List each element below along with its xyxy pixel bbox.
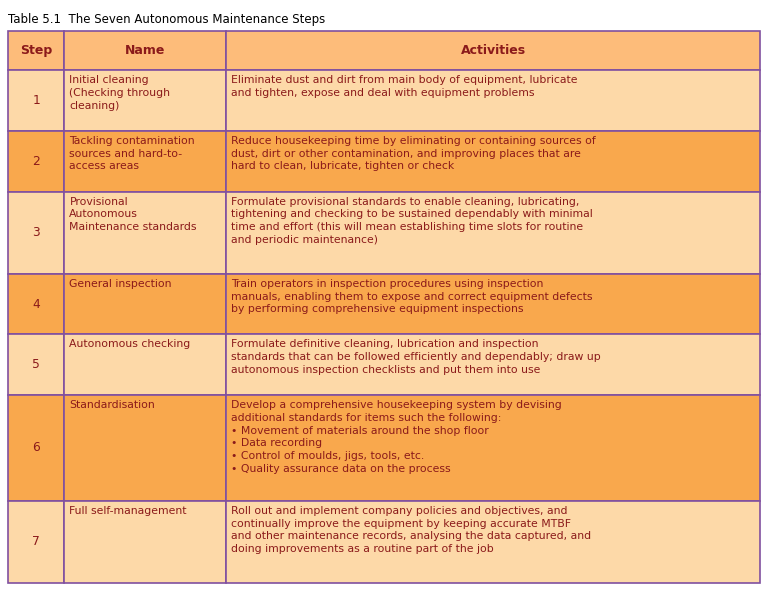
Bar [65, 191, 226, 274]
Bar [8, 31, 65, 70]
Bar [226, 191, 760, 274]
Bar [65, 274, 226, 335]
Text: Formulate provisional standards to enable cleaning, lubricating,
tightening and : Formulate provisional standards to enabl… [231, 197, 593, 245]
Text: Roll out and implement company policies and objectives, and
continually improve : Roll out and implement company policies … [231, 506, 591, 554]
Text: 7: 7 [32, 535, 40, 548]
Bar [65, 335, 226, 395]
Text: Activities: Activities [461, 44, 525, 57]
Bar [226, 395, 760, 501]
Bar [226, 70, 760, 131]
Text: 2: 2 [32, 155, 40, 168]
Text: 6: 6 [32, 441, 40, 454]
Text: 3: 3 [32, 226, 40, 239]
Text: Provisional
Autonomous
Maintenance standards: Provisional Autonomous Maintenance stand… [69, 197, 197, 232]
Text: Formulate definitive cleaning, lubrication and inspection
standards that can be : Formulate definitive cleaning, lubricati… [231, 339, 601, 375]
Text: Step: Step [20, 44, 52, 57]
Bar [65, 395, 226, 501]
Text: Standardisation: Standardisation [69, 400, 155, 410]
Bar [8, 501, 65, 583]
Text: General inspection: General inspection [69, 279, 172, 289]
Text: 4: 4 [32, 297, 40, 310]
Bar [8, 191, 65, 274]
Text: Table 5.1  The Seven Autonomous Maintenance Steps: Table 5.1 The Seven Autonomous Maintenan… [8, 13, 326, 26]
Bar [8, 274, 65, 335]
Text: Tackling contamination
sources and hard-to-
access areas: Tackling contamination sources and hard-… [69, 136, 195, 171]
Text: 1: 1 [32, 94, 40, 107]
Bar [8, 70, 65, 131]
Bar [8, 395, 65, 501]
Text: Develop a comprehensive housekeeping system by devising
additional standards for: Develop a comprehensive housekeeping sys… [231, 400, 562, 474]
Bar [226, 131, 760, 191]
Text: Initial cleaning
(Checking through
cleaning): Initial cleaning (Checking through clean… [69, 75, 170, 111]
Bar [8, 131, 65, 191]
Bar [65, 70, 226, 131]
Text: Train operators in inspection procedures using inspection
manuals, enabling them: Train operators in inspection procedures… [231, 279, 593, 314]
Text: 5: 5 [32, 358, 40, 371]
Bar [226, 335, 760, 395]
Bar [226, 274, 760, 335]
Text: Name: Name [125, 44, 165, 57]
Text: Full self-management: Full self-management [69, 506, 187, 516]
Bar [65, 131, 226, 191]
Text: Eliminate dust and dirt from main body of equipment, lubricate
and tighten, expo: Eliminate dust and dirt from main body o… [231, 75, 578, 98]
Bar [65, 501, 226, 583]
Text: Reduce housekeeping time by eliminating or containing sources of
dust, dirt or o: Reduce housekeeping time by eliminating … [231, 136, 596, 171]
Bar [8, 335, 65, 395]
Bar [226, 501, 760, 583]
Text: Autonomous checking: Autonomous checking [69, 339, 190, 349]
Bar [65, 31, 226, 70]
Bar [226, 31, 760, 70]
